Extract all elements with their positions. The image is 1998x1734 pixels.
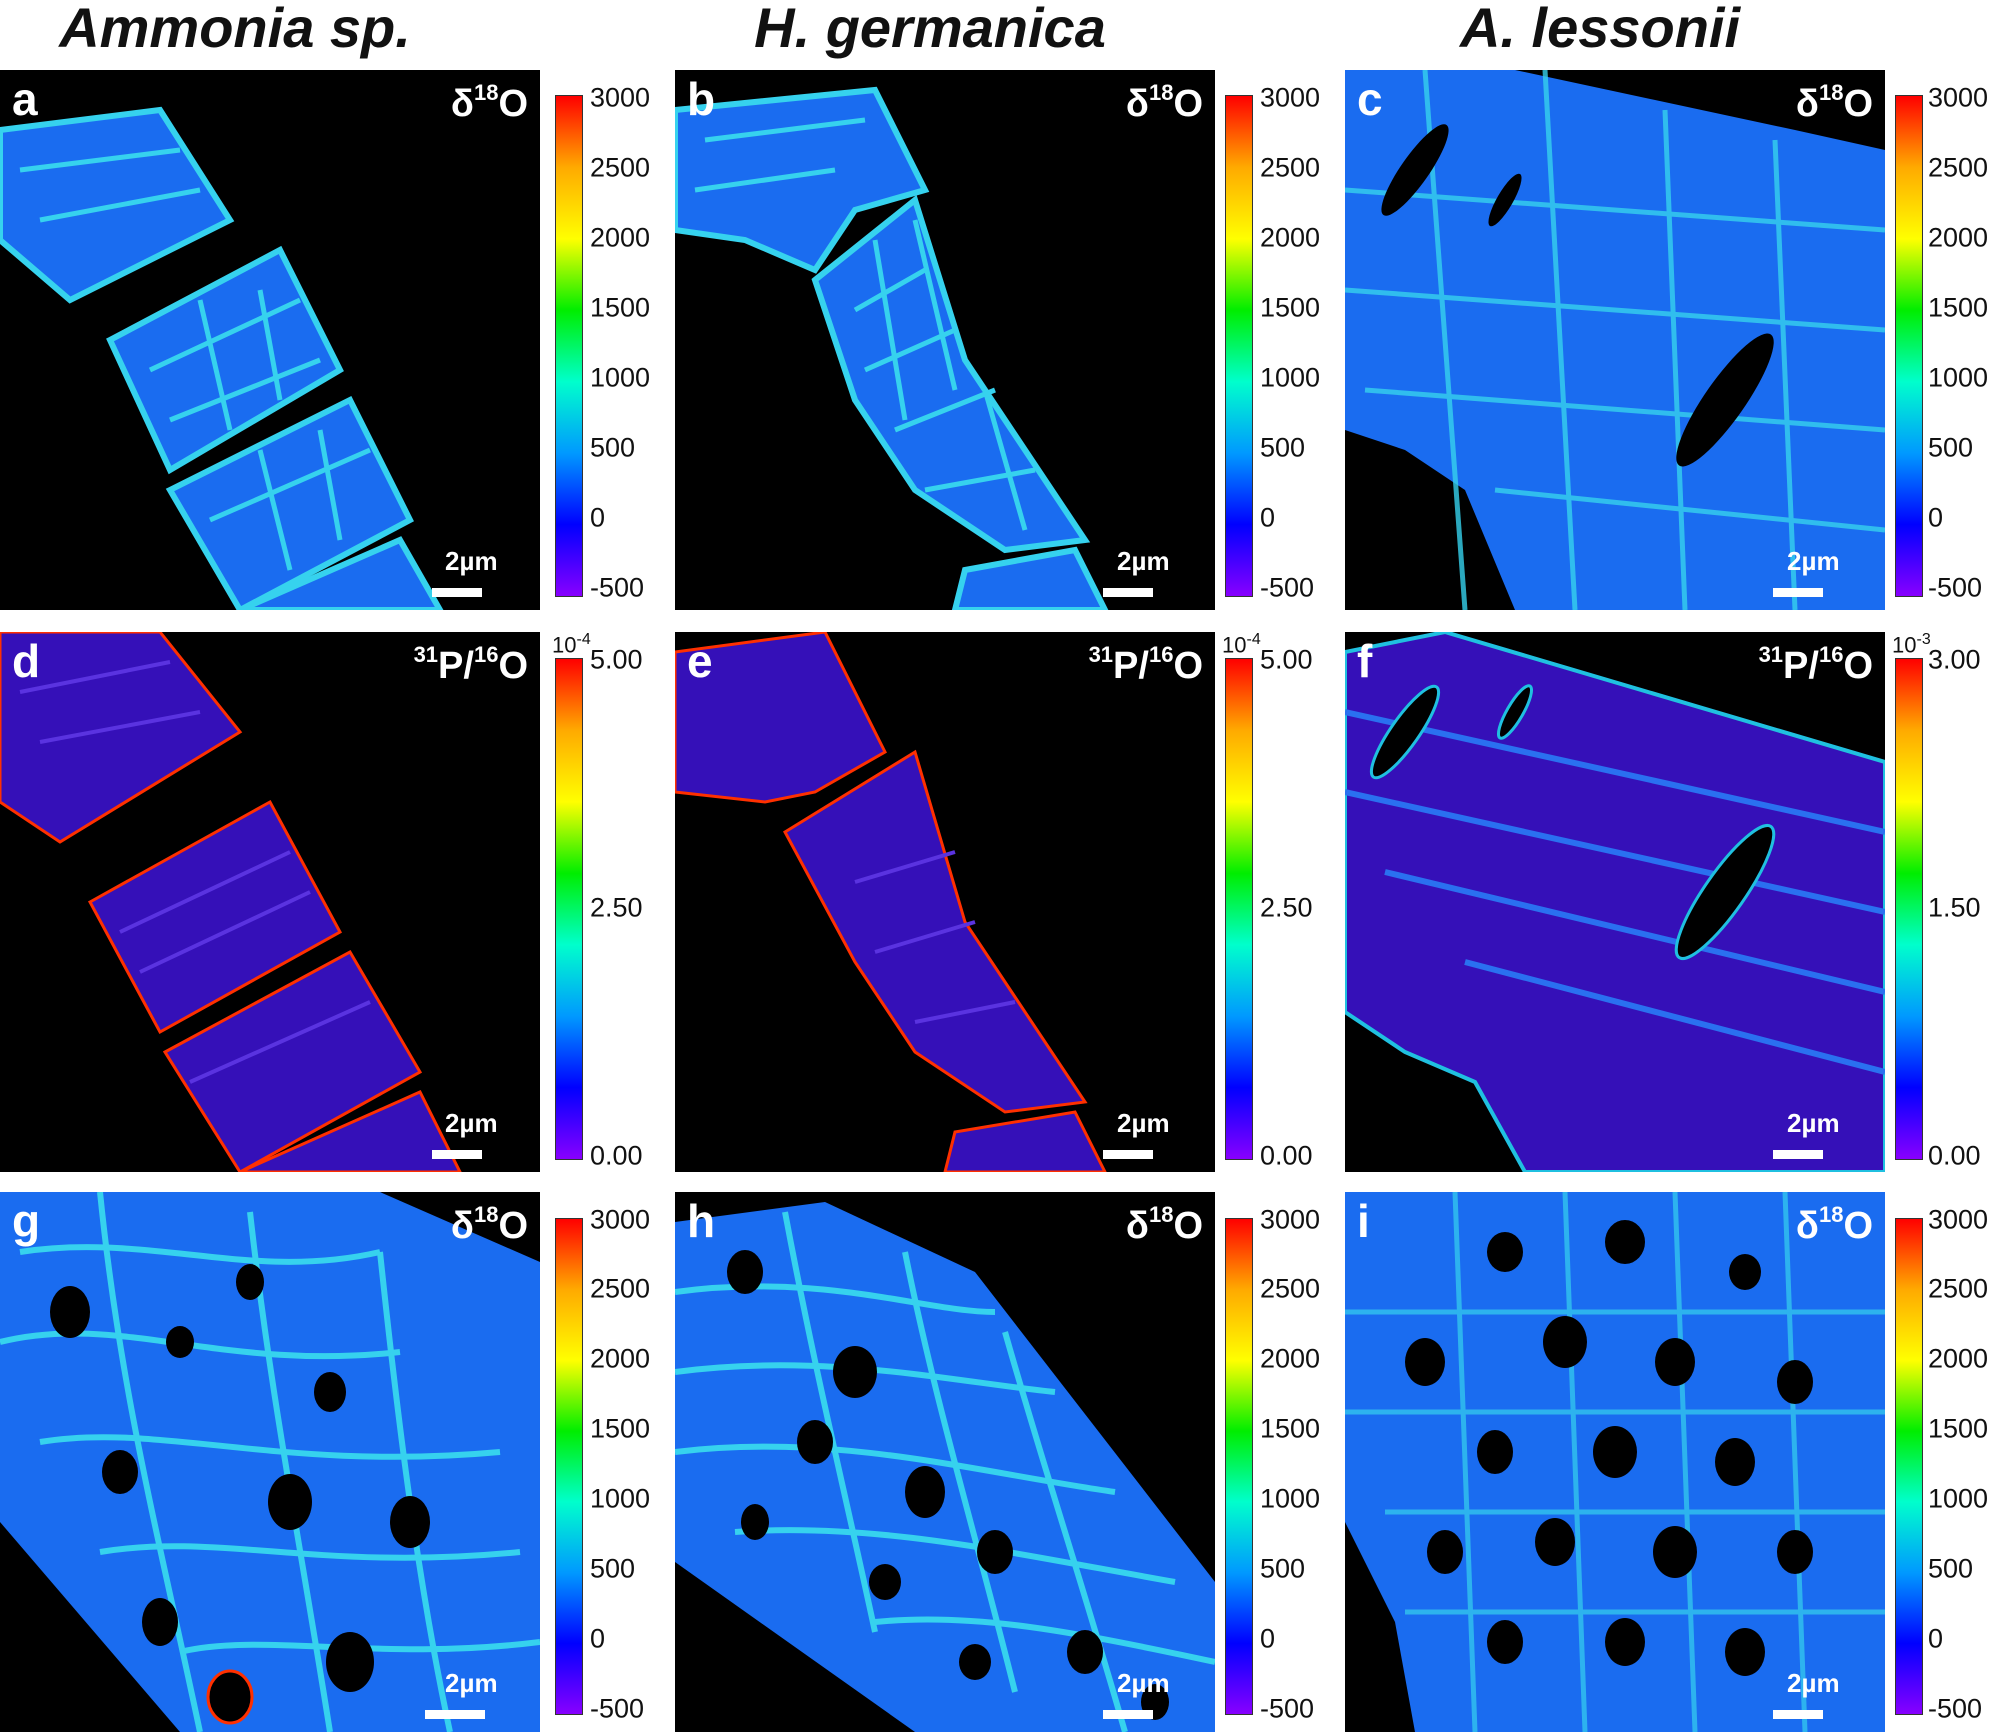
column-title-ammonia: Ammonia sp. [59, 0, 411, 59]
scale-bar-label: 2µm [1787, 1668, 1840, 1698]
panel-label: 31P/16O [1758, 642, 1873, 687]
panel-label: δ18O [450, 1202, 528, 1247]
panel-letter: f [1357, 635, 1373, 687]
scale-bar [432, 1150, 482, 1159]
panel-letter: g [12, 1195, 41, 1247]
column-title-a-lessonii: A. lessonii [1459, 0, 1741, 59]
scale-bar [1773, 588, 1823, 597]
panel-f: f 31P/16O 2µm [1345, 632, 1885, 1172]
panel-label: 31P/16O [1088, 642, 1203, 687]
phosphorus-map-image [1345, 632, 1885, 1172]
panel-letter: c [1357, 73, 1383, 125]
colorbar-exponent: 10-4 [1222, 631, 1261, 658]
panel-label: δ18O [1795, 80, 1873, 125]
scale-bar [1773, 1150, 1823, 1159]
colorbar-exponent: 10-4 [552, 631, 591, 658]
colorbar-p-ratio [1225, 658, 1253, 1160]
colorbar-d18O [555, 1218, 583, 1715]
scale-bar [425, 1710, 485, 1719]
scale-bar-label: 2µm [1787, 1108, 1840, 1138]
isotope-map-image [1345, 70, 1885, 610]
colorbar-exponent: 10-3 [1892, 631, 1931, 658]
panel-b: b δ18O 2µm [675, 70, 1215, 610]
panel-label: δ18O [1125, 80, 1203, 125]
isotope-map-image [675, 1202, 1215, 1732]
isotope-map-image [1345, 1192, 1885, 1732]
colorbar-d18O [1225, 1218, 1253, 1715]
isotope-map-image [0, 1192, 540, 1732]
colorbar-d18O [1895, 1218, 1923, 1715]
panel-letter: i [1357, 1195, 1370, 1247]
colorbar-p-ratio [555, 658, 583, 1160]
scale-bar [1103, 1150, 1153, 1159]
panel-i: i δ18O 2µm [1345, 1192, 1885, 1732]
scale-bar-label: 2µm [1117, 1668, 1170, 1698]
panel-c: c δ18O 2µm [1345, 70, 1885, 610]
isotope-map-image [0, 106, 444, 610]
colorbar-p-ratio [1895, 658, 1923, 1160]
panel-label: δ18O [450, 80, 528, 125]
panel-h: h δ18O 2µm [675, 1192, 1215, 1732]
scale-bar-label: 2µm [445, 1668, 498, 1698]
scale-bar [1103, 1710, 1153, 1719]
scale-bar [1103, 588, 1153, 597]
scale-bar [432, 588, 482, 597]
panel-letter: d [12, 635, 41, 687]
panel-label: δ18O [1795, 1202, 1873, 1247]
scale-bar-label: 2µm [1787, 546, 1840, 576]
colorbar-d18O [1895, 95, 1923, 597]
scale-bar-label: 2µm [1117, 546, 1170, 576]
panel-a: a δ18O 2µm [0, 70, 540, 610]
isotope-map-image [675, 86, 1109, 610]
scale-bar-label: 2µm [1117, 1108, 1170, 1138]
scale-bar-label: 2µm [445, 546, 498, 576]
panel-d: d 31P/16O 2µm [0, 632, 540, 1172]
scale-bar-label: 2µm [445, 1108, 498, 1138]
colorbar-d18O [1225, 95, 1253, 597]
panel-label: 31P/16O [413, 642, 528, 687]
panel-letter: h [687, 1195, 716, 1247]
phosphorus-map-image [675, 632, 1107, 1172]
panel-g: g δ18O 2µm [0, 1192, 540, 1732]
phosphorus-map-image [0, 632, 462, 1172]
panel-letter: b [687, 73, 716, 125]
panel-e: e 31P/16O 2µm [675, 632, 1215, 1172]
panel-label: δ18O [1125, 1202, 1203, 1247]
colorbar-d18O [555, 95, 583, 597]
scale-bar [1773, 1710, 1823, 1719]
panel-letter: a [12, 73, 38, 125]
column-title-h-germanica: H. germanica [754, 0, 1106, 59]
panel-letter: e [687, 635, 713, 687]
